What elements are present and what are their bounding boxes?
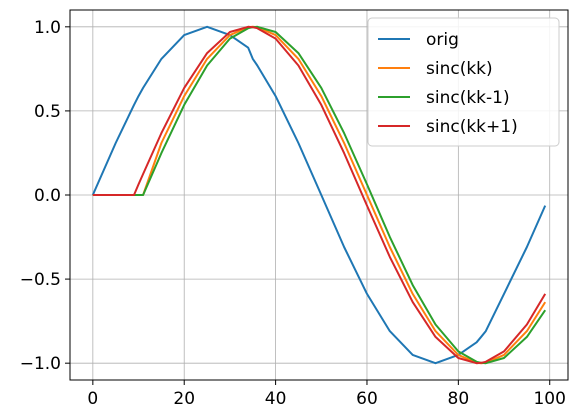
series-line-0 [91,25,547,365]
y-tick-label: 0.0 [34,186,61,206]
legend-label: sinc(kk+1) [426,117,518,137]
legend: orig sinc(kk) sinc(kk-1) sinc(kk+1) [367,17,560,147]
legend-label: sinc(kk) [426,59,493,79]
y-tick-label: −0.5 [20,270,61,290]
y-axis: 1.0 0.5 0.0 −0.5 −1.0 [20,18,70,374]
x-tick-label: 100 [533,389,565,409]
x-axis: 0 20 40 60 80 100 [87,380,566,409]
series-lines [91,25,547,365]
y-tick-label: 1.0 [34,18,61,38]
x-tick-label: 40 [265,389,287,409]
x-tick-label: 80 [448,389,470,409]
y-tick-label: 0.5 [34,102,61,122]
legend-label: orig [426,30,459,50]
legend-label: sinc(kk-1) [426,88,510,108]
y-tick-label: −1.0 [20,354,61,374]
x-tick-label: 60 [356,389,378,409]
x-tick-label: 20 [173,389,195,409]
series-line-3 [92,25,547,365]
legend-box [367,17,560,147]
x-tick-label: 0 [87,389,98,409]
